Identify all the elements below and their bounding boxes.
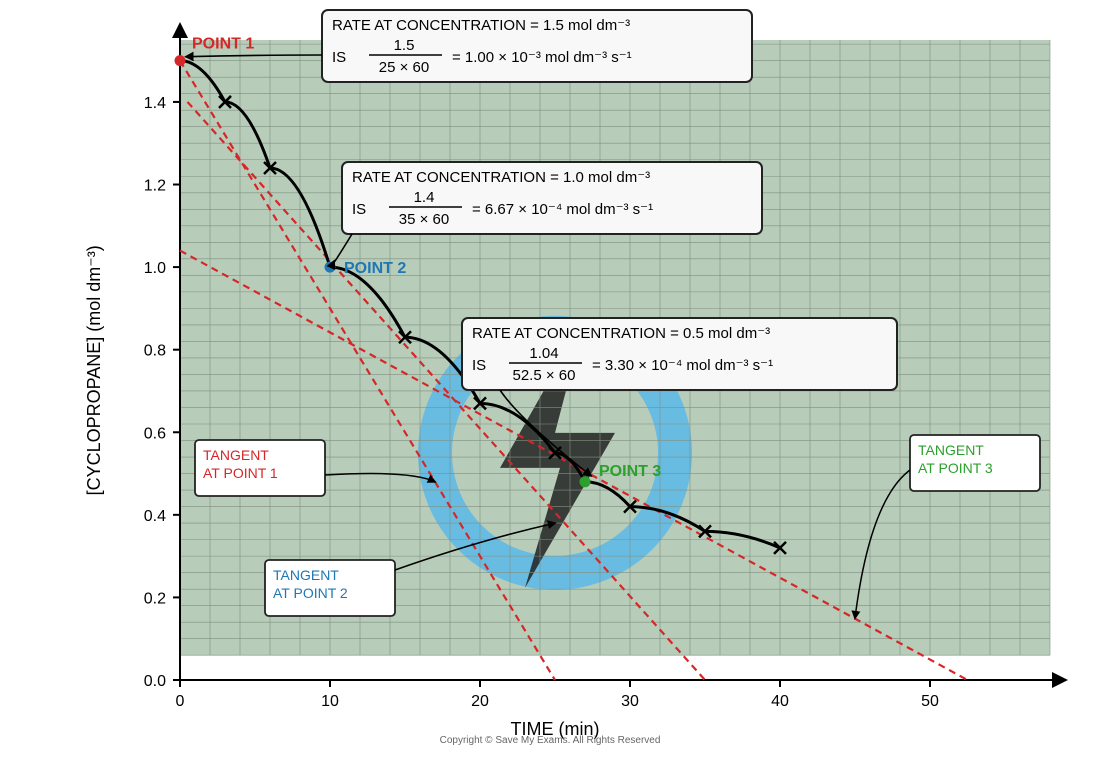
rate1-line1: RATE AT CONCENTRATION = 1.5 mol dm⁻³ bbox=[332, 17, 630, 34]
keypoint-1 bbox=[175, 55, 186, 66]
tangent1-label-text: TANGENT bbox=[203, 447, 269, 463]
y-tick-label: 0.8 bbox=[144, 343, 166, 360]
rate2-line1: RATE AT CONCENTRATION = 1.0 mol dm⁻³ bbox=[352, 169, 650, 186]
x-tick-label: 50 bbox=[921, 693, 939, 710]
rate3-num: 1.04 bbox=[529, 345, 558, 362]
x-tick-label: 30 bbox=[621, 693, 639, 710]
point1-label: POINT 1 bbox=[192, 36, 254, 53]
rate3-den: 52.5 × 60 bbox=[513, 367, 576, 384]
point2-label: POINT 2 bbox=[344, 260, 406, 277]
y-tick-label: 1.2 bbox=[144, 178, 166, 195]
tangent3-label-text: AT POINT 3 bbox=[918, 460, 993, 476]
rate2-den: 35 × 60 bbox=[399, 211, 449, 228]
rate-tangent-chart: 010203040500.00.20.40.60.81.01.21.4TIME … bbox=[0, 0, 1100, 758]
keypoint-3 bbox=[580, 476, 591, 487]
x-tick-label: 20 bbox=[471, 693, 489, 710]
tangent3-label-text: TANGENT bbox=[918, 442, 984, 458]
y-tick-label: 0.2 bbox=[144, 590, 166, 607]
rate1-is: IS bbox=[332, 49, 346, 66]
point3-label: POINT 3 bbox=[599, 463, 661, 480]
x-tick-label: 0 bbox=[176, 693, 185, 710]
tangent1-label-text: AT POINT 1 bbox=[203, 465, 278, 481]
rate1-num: 1.5 bbox=[394, 37, 415, 54]
rate3-eq: = 3.30 × 10⁻⁴ mol dm⁻³ s⁻¹ bbox=[592, 357, 773, 374]
rate1-eq: = 1.00 × 10⁻³ mol dm⁻³ s⁻¹ bbox=[452, 49, 632, 66]
rate2-num: 1.4 bbox=[414, 189, 435, 206]
y-tick-label: 1.4 bbox=[144, 95, 166, 112]
y-tick-label: 0.4 bbox=[144, 508, 166, 525]
y-axis-label: [CYCLOPROPANE] (mol dm⁻³) bbox=[84, 245, 104, 495]
y-tick-label: 1.0 bbox=[144, 260, 166, 277]
x-tick-label: 10 bbox=[321, 693, 339, 710]
x-tick-label: 40 bbox=[771, 693, 789, 710]
rate2-eq: = 6.67 × 10⁻⁴ mol dm⁻³ s⁻¹ bbox=[472, 201, 653, 218]
rate3-is: IS bbox=[472, 357, 486, 374]
rate2-is: IS bbox=[352, 201, 366, 218]
y-tick-label: 0.6 bbox=[144, 425, 166, 442]
rate3-line1: RATE AT CONCENTRATION = 0.5 mol dm⁻³ bbox=[472, 325, 770, 342]
tangent2-label-text: TANGENT bbox=[273, 567, 339, 583]
copyright-text: Copyright © Save My Exams. All Rights Re… bbox=[0, 735, 1100, 746]
y-tick-label: 0.0 bbox=[144, 673, 166, 690]
tangent2-label-text: AT POINT 2 bbox=[273, 585, 348, 601]
rate1-den: 25 × 60 bbox=[379, 59, 429, 76]
